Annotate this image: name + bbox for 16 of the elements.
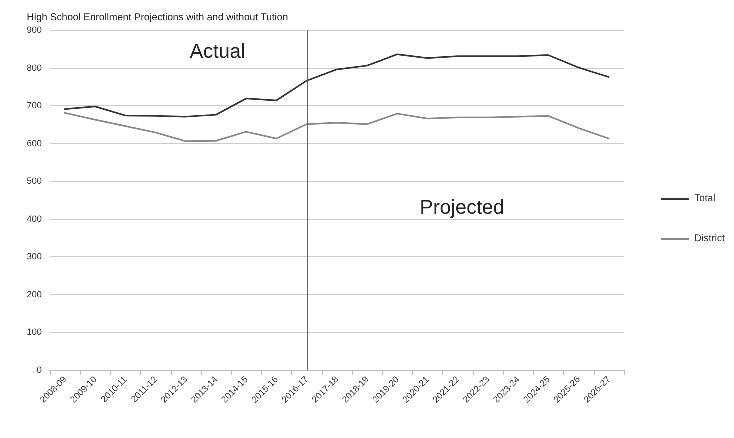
y-tick-label: 100 — [26, 327, 42, 338]
annotation: Actual — [190, 41, 246, 63]
y-tick-label: 700 — [26, 100, 42, 111]
y-tick-label: 900 — [26, 25, 42, 35]
y-tick-label: 400 — [26, 214, 42, 224]
y-tick-label: 200 — [26, 289, 42, 300]
line-series — [64, 112, 610, 142]
y-tick-label: 800 — [26, 62, 42, 73]
chart-title: High School Enrollment Projections with and without Tution — [27, 12, 288, 24]
annotation: Projected — [420, 197, 504, 219]
legend-label: Total — [694, 194, 716, 204]
y-tick-label: 0 — [36, 365, 42, 375]
y-tick-label: 600 — [26, 138, 42, 148]
legend-label: District — [694, 234, 726, 244]
y-tick-label: 300 — [26, 252, 42, 262]
y-tick-label: 500 — [26, 176, 42, 186]
